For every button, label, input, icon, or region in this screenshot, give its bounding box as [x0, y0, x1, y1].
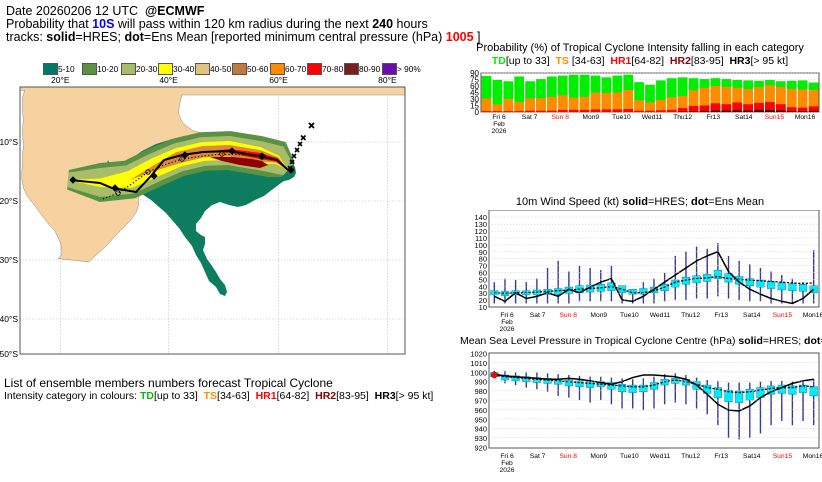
svg-text:Sat14: Sat14	[743, 453, 761, 460]
svg-text:Fri 6: Fri 6	[500, 453, 514, 460]
svg-text:40°E: 40°E	[159, 75, 178, 85]
svg-text:Mon16: Mon16	[803, 312, 822, 319]
svg-text:950: 950	[474, 415, 487, 424]
svg-text:970: 970	[474, 397, 487, 406]
svg-text:930: 930	[474, 434, 487, 443]
svg-text:Tue10: Tue10	[620, 453, 639, 460]
svg-text:90: 90	[470, 69, 479, 78]
svg-text:Mon9: Mon9	[582, 114, 599, 121]
svg-text:50°S: 50°S	[0, 349, 18, 359]
svg-text:Sun 8: Sun 8	[551, 114, 569, 121]
svg-text:10°S: 10°S	[0, 137, 18, 147]
svg-text:Mon16: Mon16	[795, 114, 816, 121]
svg-text:Sun15: Sun15	[765, 114, 785, 121]
svg-text:960: 960	[474, 406, 487, 415]
svg-text:Fr13: Fr13	[706, 114, 720, 121]
svg-text:2026: 2026	[500, 326, 515, 333]
svg-text:Feb: Feb	[501, 460, 513, 467]
svg-text:Sun 8: Sun 8	[559, 312, 577, 319]
svg-text:Sat 7: Sat 7	[530, 453, 546, 460]
svg-text:Mon16: Mon16	[803, 453, 822, 460]
svg-text:Thu12: Thu12	[681, 453, 700, 460]
svg-text:20°S: 20°S	[0, 196, 18, 206]
svg-text:Fri 6: Fri 6	[492, 114, 506, 121]
svg-text:1010: 1010	[470, 359, 487, 368]
svg-text:Sat14: Sat14	[735, 114, 753, 121]
svg-text:Wed11: Wed11	[650, 453, 671, 460]
svg-text:20°E: 20°E	[51, 75, 70, 85]
svg-text:140: 140	[474, 213, 487, 222]
svg-text:Sun15: Sun15	[773, 453, 793, 460]
svg-text:Sun15: Sun15	[773, 312, 793, 319]
svg-text:920: 920	[474, 444, 487, 453]
svg-text:Sat14: Sat14	[743, 312, 761, 319]
svg-text:1020: 1020	[470, 350, 487, 359]
svg-text:40°S: 40°S	[0, 314, 18, 324]
svg-text:Sat 7: Sat 7	[522, 114, 538, 121]
svg-text:2026: 2026	[500, 467, 515, 474]
svg-text:Sun 8: Sun 8	[559, 453, 577, 460]
svg-text:Tue10: Tue10	[612, 114, 631, 121]
svg-text:60°E: 60°E	[269, 75, 288, 85]
svg-text:990: 990	[474, 378, 487, 387]
svg-text:980: 980	[474, 387, 487, 396]
svg-text:Fr13: Fr13	[714, 453, 728, 460]
svg-text:2026: 2026	[492, 128, 507, 135]
svg-text:Wed11: Wed11	[650, 312, 671, 319]
svg-text:Thu12: Thu12	[673, 114, 692, 121]
svg-text:80°E: 80°E	[378, 75, 397, 85]
svg-text:1000: 1000	[470, 368, 487, 377]
svg-text:Feb: Feb	[493, 121, 505, 128]
svg-text:940: 940	[474, 425, 487, 434]
svg-text:Thu12: Thu12	[681, 312, 700, 319]
svg-text:Fri 6: Fri 6	[500, 312, 514, 319]
svg-text:Mon9: Mon9	[590, 453, 607, 460]
svg-text:Tue10: Tue10	[620, 312, 639, 319]
svg-text:Feb: Feb	[501, 319, 513, 326]
svg-text:Fr13: Fr13	[714, 312, 728, 319]
svg-text:Mon9: Mon9	[590, 312, 607, 319]
svg-text:Sat 7: Sat 7	[530, 312, 546, 319]
svg-text:Wed11: Wed11	[642, 114, 663, 121]
svg-text:30°S: 30°S	[0, 255, 18, 265]
